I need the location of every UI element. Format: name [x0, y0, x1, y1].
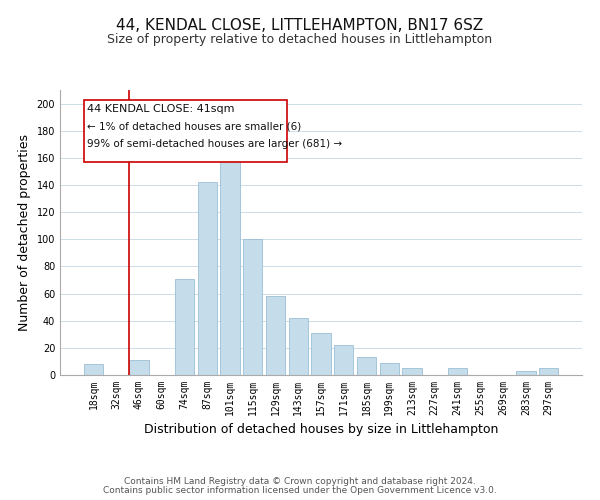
Y-axis label: Number of detached properties: Number of detached properties	[18, 134, 31, 331]
Bar	[448, 368, 467, 375]
Bar	[197, 182, 217, 375]
Text: 44 KENDAL CLOSE: 41sqm: 44 KENDAL CLOSE: 41sqm	[87, 104, 235, 114]
Text: Contains HM Land Registry data © Crown copyright and database right 2024.: Contains HM Land Registry data © Crown c…	[124, 478, 476, 486]
Text: 99% of semi-detached houses are larger (681) →: 99% of semi-detached houses are larger (…	[87, 139, 343, 149]
Bar	[129, 360, 149, 375]
Bar	[334, 345, 353, 375]
Bar	[311, 333, 331, 375]
Bar	[357, 358, 376, 375]
Text: Contains public sector information licensed under the Open Government Licence v3: Contains public sector information licen…	[103, 486, 497, 495]
Bar	[84, 364, 103, 375]
Bar	[243, 240, 262, 375]
Bar	[516, 371, 536, 375]
Bar	[84, 100, 287, 162]
Bar	[380, 363, 399, 375]
X-axis label: Distribution of detached houses by size in Littlehampton: Distribution of detached houses by size …	[144, 424, 498, 436]
Bar	[403, 368, 422, 375]
Bar	[266, 296, 285, 375]
Bar	[289, 318, 308, 375]
Bar	[220, 148, 239, 375]
Text: Size of property relative to detached houses in Littlehampton: Size of property relative to detached ho…	[107, 32, 493, 46]
Bar	[175, 278, 194, 375]
Text: 44, KENDAL CLOSE, LITTLEHAMPTON, BN17 6SZ: 44, KENDAL CLOSE, LITTLEHAMPTON, BN17 6S…	[116, 18, 484, 32]
Text: ← 1% of detached houses are smaller (6): ← 1% of detached houses are smaller (6)	[87, 121, 302, 131]
Bar	[539, 368, 558, 375]
